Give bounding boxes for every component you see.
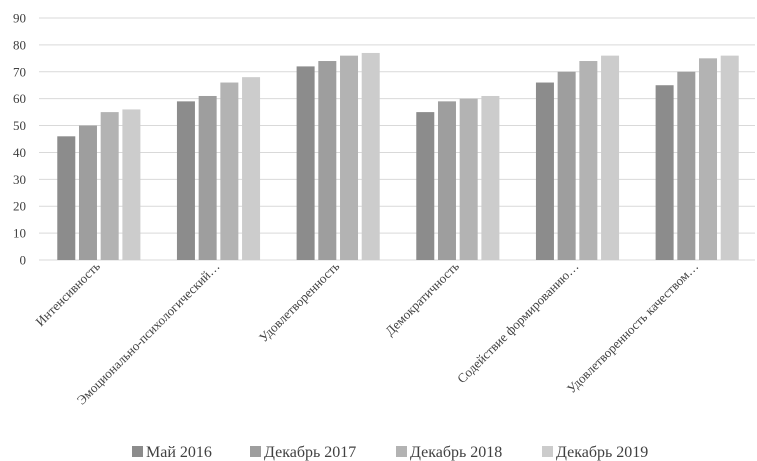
bar	[78, 125, 97, 260]
bar	[416, 112, 435, 260]
bar	[579, 61, 598, 261]
x-category-label: Содействие формированию…	[454, 259, 582, 387]
bar	[535, 82, 554, 261]
y-tick-label: 70	[13, 64, 26, 79]
legend-swatch	[542, 446, 553, 457]
y-axis-ticks: 0 10 20 30 40 50 60 70 80 90	[13, 11, 26, 268]
y-tick-label: 60	[13, 91, 26, 106]
x-axis-labels: ИнтенсивностьЭмоционально-психологически…	[32, 258, 701, 407]
legend-label: Декабрь 2017	[264, 444, 356, 461]
y-tick-label: 50	[13, 118, 26, 133]
y-tick-label: 40	[13, 145, 26, 160]
y-tick-label: 80	[13, 37, 26, 52]
bars	[57, 52, 739, 261]
x-category-label: Демократичность	[382, 258, 462, 338]
legend-label: Декабрь 2019	[556, 444, 648, 461]
bar	[242, 77, 261, 261]
bar	[699, 58, 718, 261]
bar	[57, 136, 76, 260]
x-category-label: Удовлетворенность качеством…	[564, 259, 702, 397]
bar	[677, 71, 696, 261]
legend-swatch	[250, 446, 261, 457]
x-category-label: Эмоционально-психологический…	[74, 259, 223, 408]
y-tick-label: 10	[13, 226, 26, 241]
bar	[557, 71, 576, 261]
x-category-label: Удовлетворенность	[256, 258, 343, 345]
legend-label: Декабрь 2018	[410, 444, 502, 461]
bar	[100, 112, 119, 260]
bar	[361, 52, 380, 261]
y-tick-label: 20	[13, 199, 26, 214]
y-tick-label: 90	[13, 11, 26, 26]
bar	[296, 66, 315, 261]
bar	[220, 82, 239, 261]
bar	[437, 101, 456, 260]
bar	[601, 55, 620, 261]
legend-swatch	[132, 446, 143, 457]
bar	[655, 85, 674, 260]
y-tick-label: 0	[20, 253, 27, 268]
x-category-label: Интенсивность	[32, 258, 103, 329]
bar	[720, 55, 739, 261]
bar	[340, 55, 359, 261]
legend-swatch	[396, 446, 407, 457]
bar	[318, 61, 337, 261]
gridlines	[39, 17, 755, 261]
y-tick-label: 30	[13, 172, 26, 187]
bar	[481, 95, 500, 260]
bar	[198, 95, 217, 260]
bar	[176, 101, 195, 260]
legend: Май 2016 Декабрь 2017 Декабрь 2018 Декабрь …	[132, 444, 648, 461]
bar	[122, 109, 141, 260]
legend-label: Май 2016	[146, 444, 212, 461]
bar	[459, 98, 478, 261]
